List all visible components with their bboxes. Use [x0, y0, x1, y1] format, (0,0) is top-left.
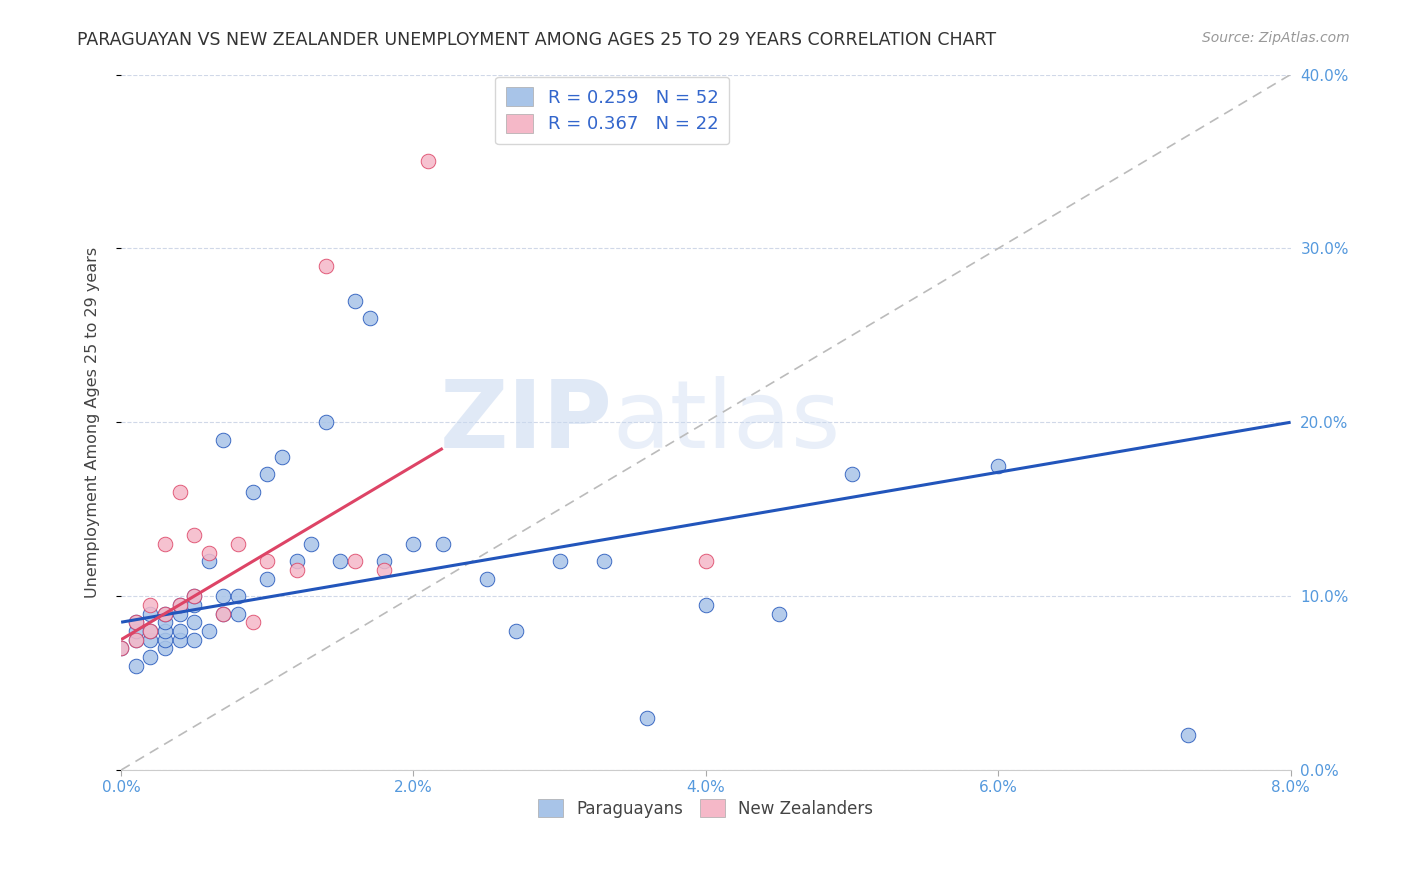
- Point: [226, 607, 249, 621]
- Point: [198, 624, 221, 638]
- Text: ZIP: ZIP: [440, 376, 612, 468]
- Point: [212, 433, 235, 447]
- Point: [256, 554, 278, 568]
- Point: [125, 632, 148, 647]
- Point: [548, 554, 571, 568]
- Point: [169, 607, 191, 621]
- Point: [1177, 728, 1199, 742]
- Point: [373, 563, 395, 577]
- Point: [359, 310, 381, 325]
- Point: [315, 259, 337, 273]
- Point: [153, 607, 176, 621]
- Point: [416, 154, 439, 169]
- Point: [183, 589, 205, 603]
- Point: [139, 632, 162, 647]
- Legend: Paraguayans, New Zealanders: Paraguayans, New Zealanders: [531, 793, 880, 824]
- Point: [299, 537, 322, 551]
- Point: [329, 554, 352, 568]
- Point: [183, 598, 205, 612]
- Point: [402, 537, 425, 551]
- Point: [153, 624, 176, 638]
- Point: [768, 607, 790, 621]
- Point: [344, 293, 367, 308]
- Point: [125, 615, 148, 630]
- Point: [226, 537, 249, 551]
- Point: [139, 624, 162, 638]
- Point: [256, 572, 278, 586]
- Point: [841, 467, 863, 482]
- Point: [271, 450, 294, 464]
- Point: [169, 598, 191, 612]
- Point: [125, 658, 148, 673]
- Point: [183, 589, 205, 603]
- Point: [153, 615, 176, 630]
- Point: [139, 598, 162, 612]
- Point: [110, 641, 132, 656]
- Point: [315, 415, 337, 429]
- Point: [153, 607, 176, 621]
- Point: [226, 589, 249, 603]
- Point: [169, 484, 191, 499]
- Point: [139, 624, 162, 638]
- Point: [242, 615, 264, 630]
- Point: [242, 484, 264, 499]
- Point: [373, 554, 395, 568]
- Point: [125, 624, 148, 638]
- Point: [695, 554, 717, 568]
- Point: [212, 607, 235, 621]
- Point: [256, 467, 278, 482]
- Point: [153, 641, 176, 656]
- Point: [110, 641, 132, 656]
- Point: [198, 554, 221, 568]
- Point: [125, 632, 148, 647]
- Point: [475, 572, 498, 586]
- Point: [153, 632, 176, 647]
- Point: [139, 650, 162, 665]
- Point: [169, 624, 191, 638]
- Point: [505, 624, 527, 638]
- Point: [169, 598, 191, 612]
- Point: [139, 607, 162, 621]
- Point: [695, 598, 717, 612]
- Point: [285, 554, 308, 568]
- Point: [344, 554, 367, 568]
- Point: [987, 458, 1010, 473]
- Point: [183, 615, 205, 630]
- Point: [169, 632, 191, 647]
- Point: [153, 537, 176, 551]
- Point: [636, 711, 658, 725]
- Text: PARAGUAYAN VS NEW ZEALANDER UNEMPLOYMENT AMONG AGES 25 TO 29 YEARS CORRELATION C: PARAGUAYAN VS NEW ZEALANDER UNEMPLOYMENT…: [77, 31, 997, 49]
- Point: [592, 554, 614, 568]
- Point: [212, 607, 235, 621]
- Point: [183, 632, 205, 647]
- Y-axis label: Unemployment Among Ages 25 to 29 years: Unemployment Among Ages 25 to 29 years: [86, 247, 100, 598]
- Point: [285, 563, 308, 577]
- Point: [183, 528, 205, 542]
- Text: Source: ZipAtlas.com: Source: ZipAtlas.com: [1202, 31, 1350, 45]
- Point: [198, 546, 221, 560]
- Point: [432, 537, 454, 551]
- Text: atlas: atlas: [612, 376, 841, 468]
- Point: [125, 615, 148, 630]
- Point: [212, 589, 235, 603]
